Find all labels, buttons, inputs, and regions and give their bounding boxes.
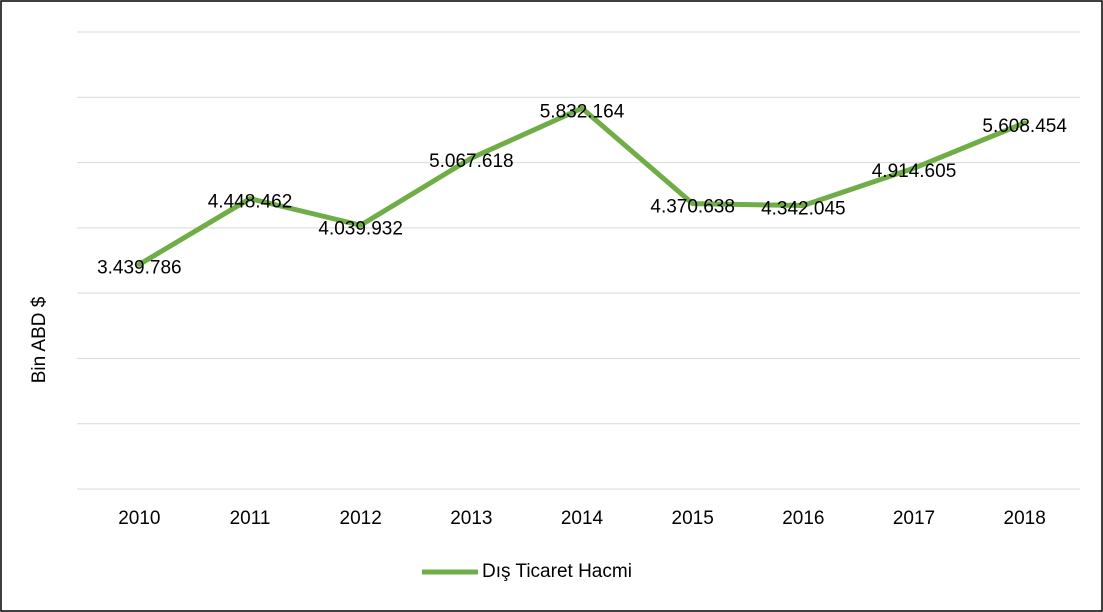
data-label: 3.439.786 — [97, 257, 182, 278]
x-tick-label: 2016 — [782, 508, 824, 529]
y-axis-title: Bin ABD $ — [29, 296, 50, 383]
x-tick-label: 2018 — [1004, 508, 1046, 529]
data-label: 4.370.638 — [650, 197, 735, 218]
legend-label: Dış Ticaret Hacmi — [482, 561, 632, 582]
line-series — [136, 105, 1028, 267]
data-label: 4.448.462 — [208, 192, 293, 213]
data-label: 4.039.932 — [318, 218, 403, 239]
x-tick-label: 2010 — [118, 508, 160, 529]
x-tick-label: 2013 — [450, 508, 492, 529]
data-label: 4.914.605 — [872, 161, 957, 182]
x-tick-label: 2014 — [561, 508, 604, 529]
data-label: 5.832.164 — [540, 101, 625, 122]
data-label: 5.608.454 — [982, 116, 1067, 137]
x-tick-label: 2011 — [230, 508, 271, 529]
x-tick-label: 2012 — [340, 508, 382, 529]
x-tick-label: 2015 — [672, 508, 714, 529]
data-label: 4.342.045 — [761, 199, 846, 220]
data-label: 5.067.618 — [429, 151, 514, 172]
x-tick-label: 2017 — [893, 508, 935, 529]
